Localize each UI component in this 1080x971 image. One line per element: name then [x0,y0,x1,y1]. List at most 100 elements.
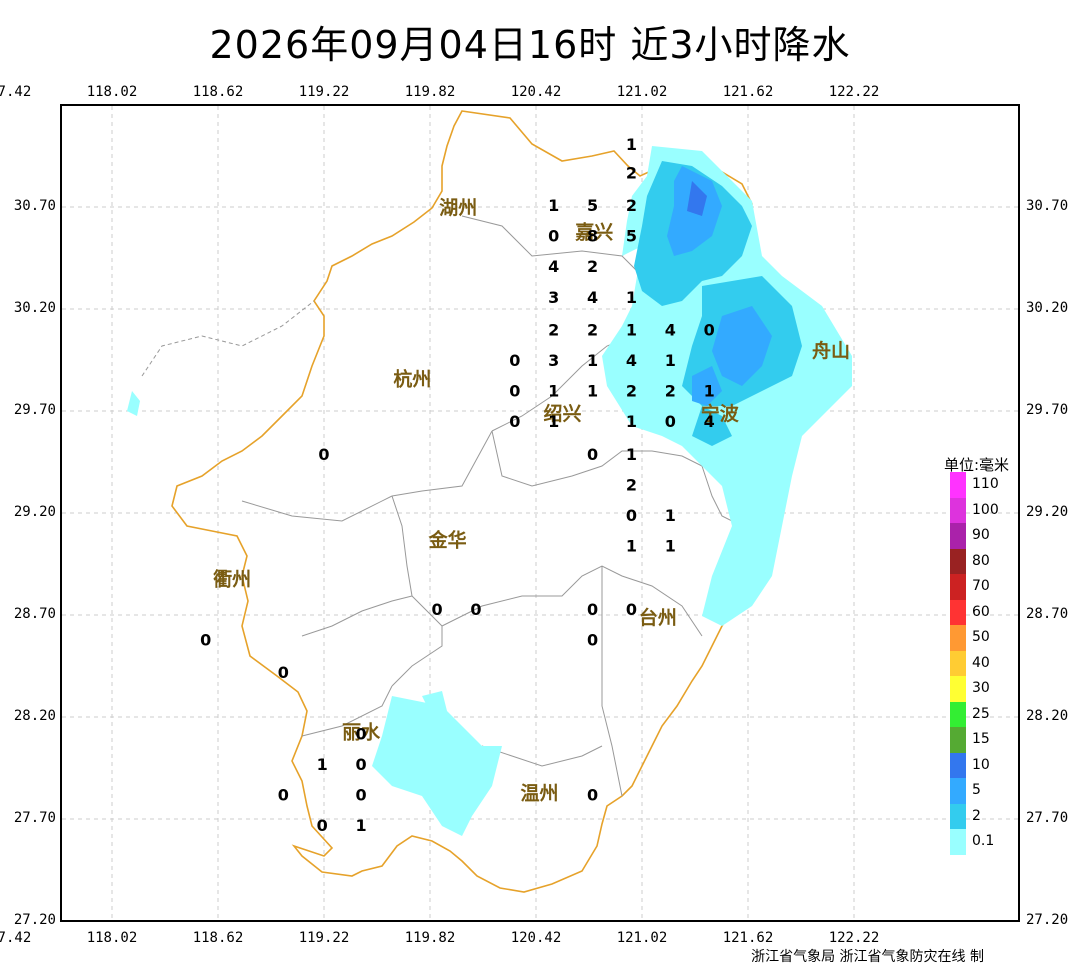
station-value: 0 [704,320,715,339]
lat-tick-label: 27.70 [1026,810,1069,826]
legend-swatch [950,829,966,855]
station-value: 3 [548,288,559,307]
station-value: 0 [278,786,289,805]
station-value: 1 [665,537,676,556]
station-value: 2 [626,382,637,401]
station-value: 0 [587,786,598,805]
legend-label: 90 [972,527,990,543]
map-title: 2026年09月04日16时 近3小时降水 [209,23,851,67]
city-label: 衢州 [213,567,251,590]
lat-tick-label: 27.20 [1026,912,1069,928]
legend-swatch [950,497,966,523]
lat-tick-label: 29.70 [1026,402,1069,418]
station-value: 0 [200,630,211,649]
lon-tick-label: 122.22 [828,84,880,100]
station-value: 0 [548,227,559,246]
legend-swatch [950,599,966,625]
station-value: 4 [704,412,715,431]
lon-tick-label: 119.22 [298,84,350,100]
station-value: 5 [587,196,598,215]
station-value: 2 [626,163,637,182]
station-value: 2 [665,382,676,401]
lon-tick-label: 121.62 [722,930,774,946]
station-value: 0 [470,600,481,619]
lat-tick-label: 30.70 [1026,198,1069,214]
station-value: 0 [509,351,520,370]
lat-tick-label: 30.70 [13,198,56,214]
station-value: 2 [626,475,637,494]
legend-label: 2 [972,807,981,824]
station-value: 0 [626,506,637,525]
station-value: 1 [587,382,598,401]
lat-tick-label: 30.20 [1026,300,1069,316]
legend-label: 80 [972,552,990,569]
legend-swatch [950,752,966,778]
station-value: 4 [665,320,676,339]
station-value: 4 [587,288,598,307]
station-value: 1 [665,351,676,370]
legend-label: 25 [972,705,990,722]
lat-tick-label: 28.70 [1026,606,1069,622]
station-value: 2 [587,257,598,276]
legend-swatch [950,574,966,600]
city-label: 金华 [428,529,467,552]
legend-swatch [950,676,966,702]
station-value: 0 [317,816,328,835]
city-label: 绍兴 [543,402,581,425]
legend-swatch [950,701,966,727]
legend-swatch [950,727,966,753]
lon-tick-label: 120.42 [510,84,562,100]
lon-tick-label: 118.62 [192,84,244,100]
lon-tick-label: 117.42 [0,84,32,100]
station-values: 1 2 1 5 2 0 8 5 4 2 3 4 1 2 2 1 4 0 0 3 1 4 1 0 1 1 2 2 1 0 1 1 0 4 0 0 1 2 0 1… [200,135,715,835]
station-value: 0 [356,755,367,774]
station-value: 1 [548,382,559,401]
station-value: 0 [356,786,367,805]
station-value: 4 [626,351,637,370]
station-value: 1 [704,382,715,401]
station-value: 0 [665,412,676,431]
station-value: 1 [626,320,637,339]
lon-tick-label: 121.62 [722,84,774,100]
station-value: 0 [587,630,598,649]
lon-tick-label: 117.42 [0,930,32,946]
credit-text: 浙江省气象局 浙江省气象防灾在线 制 [751,949,984,965]
station-value: 1 [587,351,598,370]
lon-tick-label: 118.02 [86,930,138,946]
station-value: 0 [587,445,598,464]
station-value: 8 [587,227,598,246]
station-value: 1 [317,755,328,774]
station-value: 1 [626,537,637,556]
station-value: 2 [626,196,637,215]
station-value: 0 [587,600,598,619]
lat-tick-label: 29.20 [13,504,56,520]
legend-swatch [950,548,966,574]
station-value: 3 [548,351,559,370]
legend-label: 60 [972,603,990,620]
station-value: 5 [626,227,637,246]
city-label: 舟山 [812,339,850,362]
legend-label: 15 [972,731,990,747]
lat-tick-label: 28.20 [1026,708,1069,724]
city-label: 嘉兴 [574,221,613,243]
lat-tick-label: 30.20 [13,300,56,316]
precipitation-shading [127,146,852,836]
station-value: 0 [509,382,520,401]
lon-tick-label: 121.02 [616,84,668,100]
lon-tick-label: 121.02 [616,930,668,946]
legend-label: 10 [972,756,990,773]
lon-tick-label: 118.02 [86,84,138,100]
legend-swatch [950,778,966,804]
legend-label: 0.1 [972,833,995,849]
station-value: 1 [626,288,637,307]
legend-label: 70 [972,578,990,594]
station-value: 0 [626,600,637,619]
lat-tick-label: 27.20 [13,912,56,928]
station-value: 1 [626,445,637,464]
legend-label: 30 [972,680,990,696]
lat-tick-label: 28.70 [13,606,56,622]
lat-tick-label: 28.20 [13,708,56,724]
lon-tick-label: 122.22 [828,930,880,946]
